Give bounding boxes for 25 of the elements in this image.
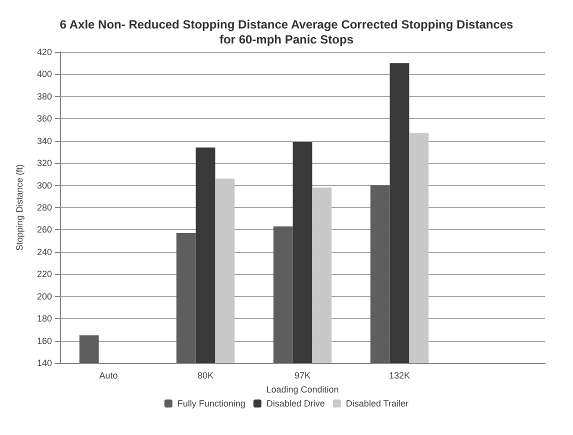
y-tick-label: 380 xyxy=(36,91,52,102)
x-tick-label: Auto xyxy=(99,370,118,380)
y-tick-label: 320 xyxy=(36,158,52,168)
y-tick-label: 160 xyxy=(36,336,52,346)
y-tick-label: 200 xyxy=(36,291,52,302)
y-tick-label: 340 xyxy=(36,136,52,146)
x-tick-label: 97K xyxy=(294,370,311,380)
x-axis-title: Loading Condition xyxy=(266,384,339,394)
legend-label: Disabled Trailer xyxy=(346,398,408,408)
y-tick-label: 420 xyxy=(36,47,52,57)
y-tick-label: 260 xyxy=(36,224,52,235)
chart-title: 6 Axle Non- Reduced Stopping Distance Average Corrected Stopping Distances for 60-mph Panic Stops xyxy=(60,18,514,46)
x-tick-label: 80K xyxy=(197,370,214,380)
y-tick-label: 180 xyxy=(36,314,52,324)
y-tick-label: 280 xyxy=(36,202,52,212)
y-tick-label: 240 xyxy=(36,246,52,257)
x-tick-label: 132K xyxy=(388,370,410,380)
legend-label: Disabled Drive xyxy=(266,398,325,408)
y-tick-label: 140 xyxy=(36,358,52,368)
y-tick-label: 220 xyxy=(36,269,52,280)
y-tick-label: 300 xyxy=(36,180,52,190)
legend-label: Fully Functioning xyxy=(177,398,246,408)
y-tick-label: 360 xyxy=(36,114,52,124)
y-axis-title: Stopping Distance (ft) xyxy=(14,164,24,251)
y-tick-label: 400 xyxy=(36,69,52,80)
